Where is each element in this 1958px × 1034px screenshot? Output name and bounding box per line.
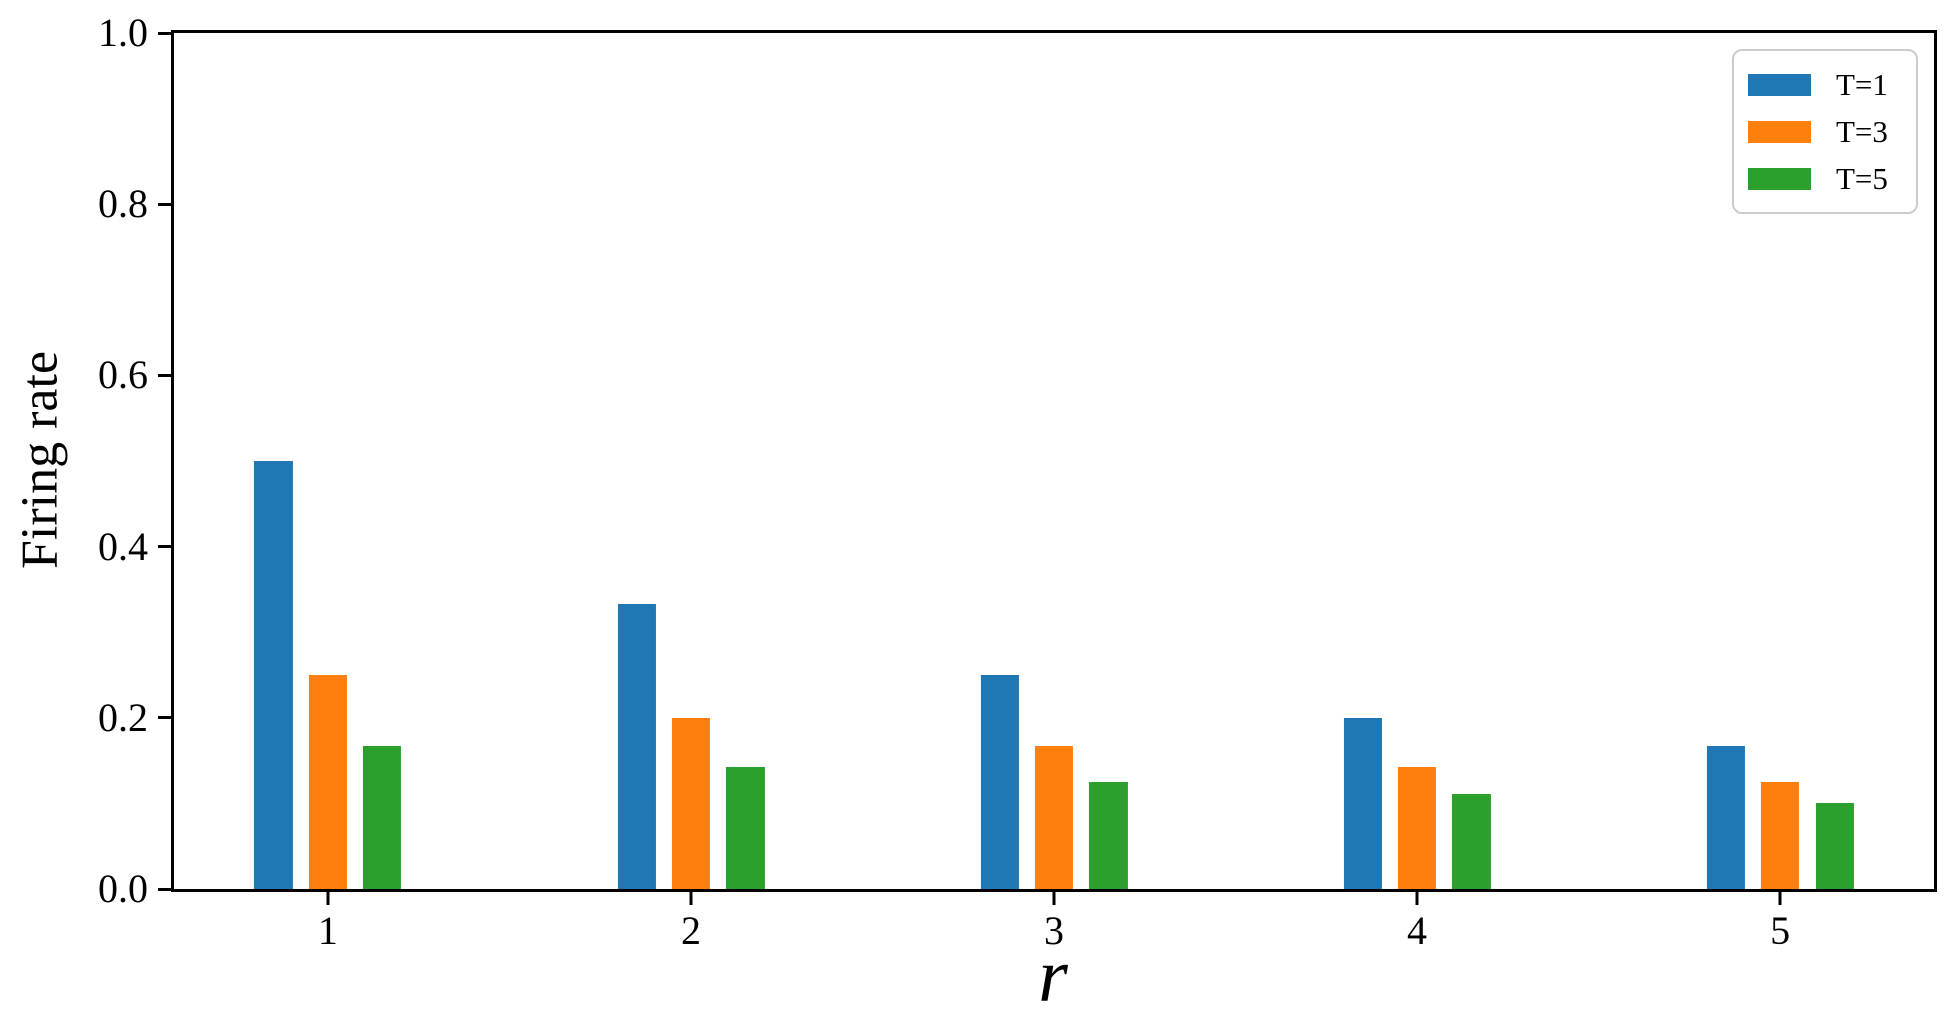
x-tick-label: 4: [1407, 908, 1428, 953]
legend-swatch: [1748, 120, 1811, 143]
bar-T=3-r5: [1761, 782, 1800, 889]
legend-entry: T=3: [1748, 108, 1902, 155]
bar-T=1-r1: [254, 461, 293, 889]
x-tick-label: 3: [1044, 908, 1064, 953]
legend-swatch: [1748, 73, 1811, 96]
bar-T=5-r1: [363, 746, 402, 889]
x-tick-mark: [1052, 892, 1056, 905]
x-tick-mark: [689, 892, 693, 905]
legend-label: T=5: [1836, 161, 1888, 196]
x-tick-mark: [326, 892, 330, 905]
y-tick-label: 1.0: [98, 10, 148, 55]
plot-area: T=1 T=3 T=5 0.0 0.2 0.4 0.6 0.8 1.0 1 2 3 4 5: [98, 13, 1937, 951]
legend-label: T=1: [1836, 67, 1888, 102]
y-tick-mark: [158, 716, 171, 720]
bar-T=3-r1: [308, 675, 347, 889]
y-tick-label: 0.2: [98, 694, 148, 740]
bar-T=3-r4: [1397, 766, 1437, 889]
x-tick-label: 1: [317, 908, 338, 953]
y-axis-label: Firing rate: [11, 350, 69, 570]
bar-T=1-r4: [1343, 717, 1382, 889]
bar-T=5-r2: [726, 766, 765, 889]
y-tick-mark: [158, 545, 171, 549]
bar-T=3-r3: [1034, 746, 1074, 889]
y-tick-label: 0.6: [98, 352, 148, 398]
y-tick-mark: [158, 373, 171, 377]
bar-T=5-r3: [1089, 782, 1128, 889]
y-tick-label: 0.4: [98, 523, 148, 569]
y-tick-mark: [158, 202, 171, 206]
bar-T=3-r2: [671, 717, 711, 889]
y-tick-mark: [158, 887, 171, 891]
x-tick-label: 2: [680, 908, 701, 953]
legend-label: T=3: [1836, 114, 1888, 149]
legend-entry: T=5: [1748, 155, 1902, 202]
bar-T=5-r5: [1815, 803, 1854, 889]
x-tick-mark: [1415, 892, 1419, 905]
legend: T=1 T=3 T=5: [1732, 49, 1918, 214]
y-tick-label: 0.8: [98, 181, 148, 227]
legend-swatch: [1748, 167, 1811, 190]
x-tick-label: 5: [1770, 908, 1791, 953]
x-tick-mark: [1778, 892, 1782, 905]
legend-entry: T=1: [1748, 61, 1902, 108]
bar-T=1-r2: [617, 603, 656, 889]
y-tick-mark: [158, 31, 171, 35]
y-tick-label: 0.0: [98, 866, 148, 911]
x-axis-label: r: [1038, 934, 1068, 1018]
bar-T=5-r4: [1452, 793, 1491, 889]
bar-T=1-r5: [1706, 746, 1745, 889]
bar-T=1-r3: [980, 675, 1019, 889]
